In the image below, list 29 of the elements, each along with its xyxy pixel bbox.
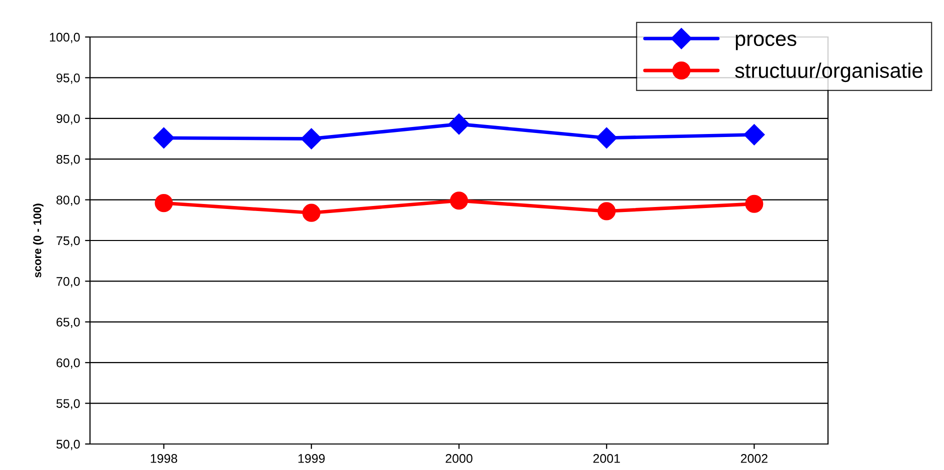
- y-tick-label: 55,0: [56, 399, 80, 410]
- point: [744, 124, 765, 146]
- y-tick-label: 50,0: [56, 440, 80, 450]
- y-tick-label: 80,0: [56, 196, 80, 206]
- x-tick-label: 2000: [446, 454, 472, 463]
- y-tick-label: 95,0: [56, 74, 80, 84]
- x-tick-label: 1998: [150, 454, 178, 463]
- y-tick-label: 85,0: [56, 154, 80, 166]
- point: [300, 128, 322, 150]
- point: [448, 114, 470, 135]
- point: [153, 127, 174, 148]
- x-tick-label: 2002: [740, 454, 768, 463]
- y-tick-label: 75,0: [56, 236, 80, 247]
- point: [450, 192, 468, 210]
- point: [596, 127, 618, 148]
- y-tick-label: 60,0: [56, 358, 80, 369]
- point: [154, 194, 173, 212]
- point: [598, 202, 616, 220]
- y-tick-label: 90,0: [56, 114, 80, 125]
- point: [745, 194, 764, 213]
- legend-label: proces: [736, 34, 796, 50]
- legend-label: structuur/organisatie: [735, 62, 922, 82]
- point: [302, 204, 320, 222]
- y-axis-title: score (0 - 100): [33, 204, 44, 278]
- x-tick-label: 2001: [593, 454, 620, 463]
- y-tick-label: 65,0: [56, 318, 80, 328]
- x-tick-label: 1999: [298, 454, 325, 463]
- y-tick-label: 70,0: [56, 277, 80, 288]
- y-tick-label: 100,0: [50, 32, 80, 44]
